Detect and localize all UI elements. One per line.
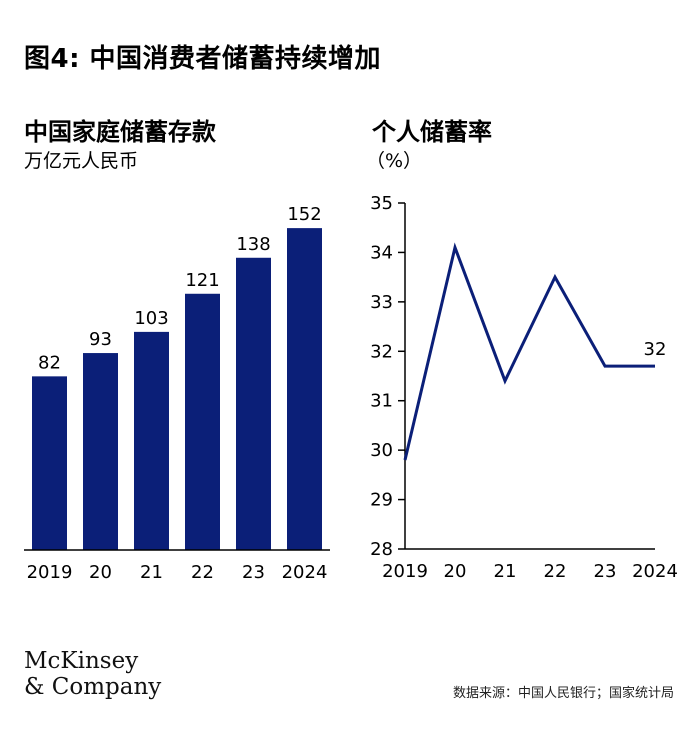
y-tick-label-0: 35: [370, 193, 393, 214]
left-chart-subtitle: 万亿元人民币: [24, 150, 139, 172]
bar-label-0: 82: [38, 352, 61, 373]
x-tick-label-4: 23: [594, 561, 617, 582]
bar-label-3: 121: [185, 270, 219, 291]
bar-1: [83, 353, 118, 550]
bar-label-4: 138: [236, 234, 270, 255]
x-tick-label-1: 20: [89, 562, 112, 583]
x-tick-label-1: 20: [444, 561, 467, 582]
x-tick-label-2: 21: [140, 562, 163, 583]
y-tick-label-7: 28: [370, 539, 393, 560]
mckinsey-logo: McKinsey & Company: [24, 648, 161, 700]
series-line: [403, 242, 655, 461]
bar-label-1: 93: [89, 329, 112, 350]
logo-line-1: McKinsey: [24, 648, 139, 674]
x-tick-label-3: 22: [191, 562, 214, 583]
bar-3: [185, 293, 220, 550]
bar-label-2: 103: [134, 308, 168, 329]
y-tick-label-5: 30: [370, 440, 393, 461]
bar-2: [134, 331, 169, 550]
x-tick-label-2: 21: [494, 561, 517, 582]
x-tick-label-3: 22: [544, 561, 567, 582]
x-tick-label-0: 2019: [27, 562, 73, 583]
logo-line-2: & Company: [24, 674, 162, 700]
y-tick-label-1: 34: [370, 242, 393, 263]
bar-4: [236, 257, 271, 550]
x-tick-label-4: 23: [242, 562, 265, 583]
left-chart-title: 中国家庭储蓄存款: [24, 118, 216, 146]
y-tick-label-3: 32: [370, 341, 393, 362]
bar-0: [32, 376, 67, 550]
right-chart-title: 个人储蓄率: [372, 118, 492, 146]
x-tick-label-0: 2019: [382, 561, 428, 582]
y-tick-label-2: 33: [370, 292, 393, 313]
right-chart-subtitle: （%）: [366, 150, 423, 172]
source-note: 数据来源：中国人民银行；国家统计局: [452, 686, 674, 701]
figure-title: 图4: 中国消费者储蓄持续增加: [24, 44, 382, 74]
bar-label-5: 152: [287, 204, 321, 225]
bar-5: [287, 228, 322, 550]
y-tick-label-4: 31: [370, 391, 393, 412]
y-tick-label-6: 29: [370, 490, 393, 511]
x-tick-label-5: 2024: [632, 561, 678, 582]
x-tick-label-5: 2024: [282, 562, 328, 583]
end-value-label: 32: [644, 339, 667, 360]
